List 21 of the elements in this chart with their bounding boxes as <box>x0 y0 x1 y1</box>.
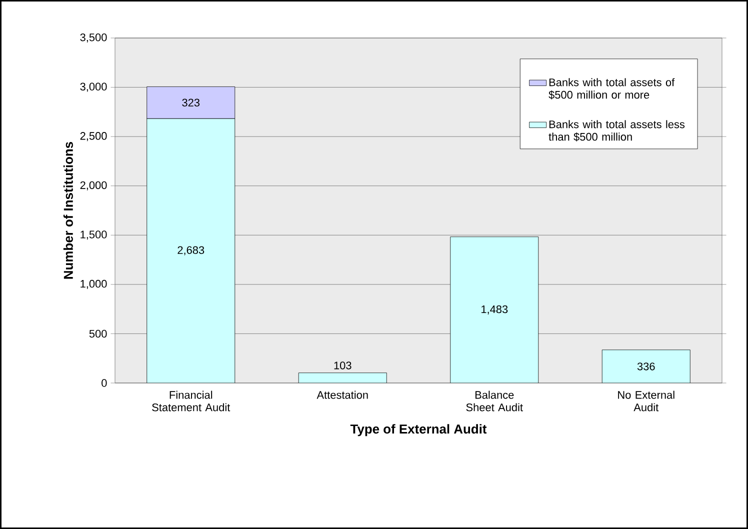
y-tick-label: 1,500 <box>80 230 107 240</box>
y-tick-label: 2,000 <box>80 181 107 190</box>
x-tick-label: No External Audit <box>618 390 674 412</box>
y-axis-title: Number of Institutions <box>63 142 73 279</box>
y-tick-label: 500 <box>89 330 107 338</box>
y-tick-label: 2,500 <box>80 132 107 142</box>
data-label: 1,483 <box>481 305 508 314</box>
data-label: 336 <box>637 362 655 370</box>
x-tick-label: Attestation <box>316 390 368 399</box>
x-tick-label: Financial Statement Audit <box>152 390 230 412</box>
y-tick-label: 0 <box>102 379 107 387</box>
y-tick-label: 3,000 <box>80 82 107 92</box>
legend-label: Banks with total assets of $500 million or more <box>548 78 675 100</box>
legend-label: Banks with total assets less than $500 million <box>548 120 685 142</box>
data-label: 103 <box>334 362 352 370</box>
x-axis-title: Type of External Audit <box>350 424 487 436</box>
x-tick-label: Balance Sheet Audit <box>466 390 523 412</box>
data-label: 2,683 <box>178 246 204 256</box>
y-tick-label: 1,000 <box>80 280 107 289</box>
y-tick-label: 3,500 <box>80 33 107 43</box>
data-label: 323 <box>182 98 200 106</box>
